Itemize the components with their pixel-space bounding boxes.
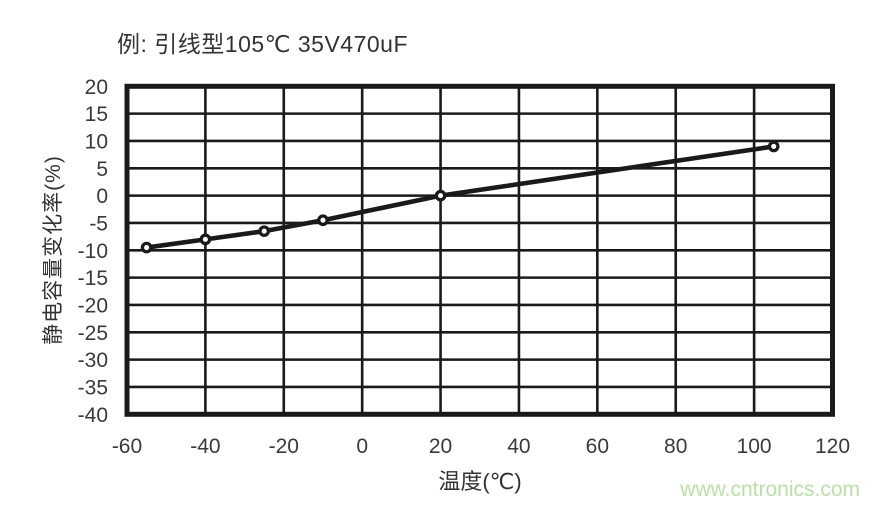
y-tick-label: -10 bbox=[78, 240, 108, 263]
y-tick-label: -15 bbox=[78, 267, 108, 290]
y-axis-label: 静电容量变化率(%) bbox=[42, 155, 65, 345]
y-tick-label: -40 bbox=[78, 404, 108, 427]
x-tick-label: 60 bbox=[586, 435, 609, 458]
y-tick-label: -30 bbox=[78, 349, 108, 372]
x-tick-label: 20 bbox=[429, 435, 452, 458]
x-tick-label: -60 bbox=[112, 435, 142, 458]
x-tick-label: -40 bbox=[190, 435, 220, 458]
series-line bbox=[144, 144, 777, 250]
data-point-marker bbox=[199, 233, 212, 246]
data-point-marker bbox=[767, 140, 780, 153]
y-tick-label: 5 bbox=[96, 158, 108, 181]
x-tick-label: 80 bbox=[664, 435, 687, 458]
data-point-marker bbox=[317, 214, 329, 227]
x-tick-label: 100 bbox=[737, 435, 772, 458]
x-tick-label: 0 bbox=[356, 435, 368, 458]
y-tick-label: -35 bbox=[78, 376, 108, 399]
chart-title: 例: 引线型105℃ 35V470uF bbox=[117, 31, 409, 57]
plot-border bbox=[124, 83, 835, 417]
watermark-text: www.cntronics.com bbox=[680, 478, 860, 501]
data-point-marker bbox=[258, 225, 271, 238]
y-tick-label: 10 bbox=[85, 130, 108, 153]
y-tick-label: 20 bbox=[85, 76, 108, 99]
x-tick-label: 120 bbox=[815, 435, 850, 458]
data-point-marker bbox=[140, 241, 153, 254]
y-tick-label: -25 bbox=[78, 322, 108, 345]
x-axis-label: 温度(℃) bbox=[438, 469, 522, 494]
data-point-marker bbox=[434, 189, 447, 202]
y-tick-label: 0 bbox=[96, 185, 108, 208]
y-tick-label: 15 bbox=[85, 103, 108, 126]
x-tick-label: -20 bbox=[269, 435, 299, 458]
y-tick-label: -5 bbox=[89, 212, 108, 235]
y-tick-label: -20 bbox=[78, 294, 108, 317]
x-tick-label: 40 bbox=[507, 435, 530, 458]
